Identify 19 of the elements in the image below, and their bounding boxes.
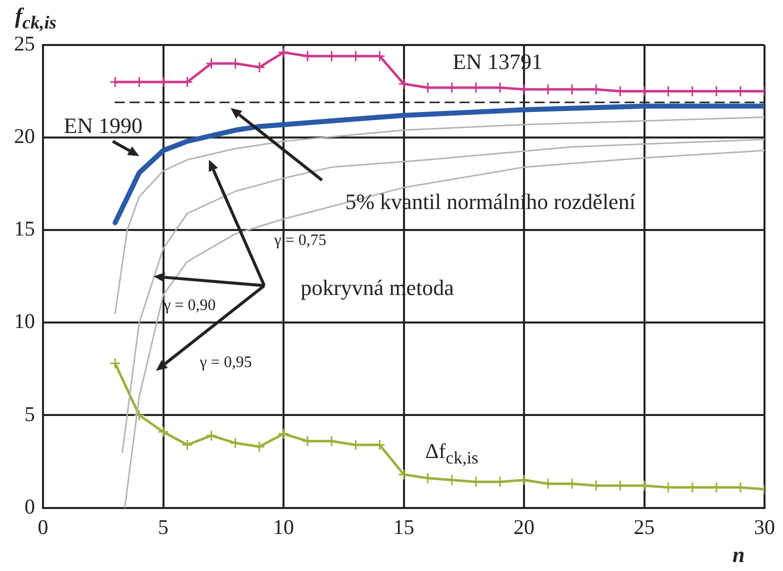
x-tick-label: 25 bbox=[634, 514, 655, 539]
y-tick-label: 5 bbox=[24, 402, 35, 426]
annotation: γ = 0,95 bbox=[200, 354, 252, 372]
series-label: EN 1990 bbox=[64, 113, 143, 138]
annotation: γ = 0,90 bbox=[164, 297, 216, 314]
annotation: γ = 0,75 bbox=[274, 232, 326, 250]
y-tick-label: 20 bbox=[14, 124, 35, 148]
y-axis-title: f$_{ck,is}$ bbox=[15, 3, 56, 34]
y-tick-label: 15 bbox=[14, 216, 35, 241]
x-tick-label: 15 bbox=[393, 514, 414, 539]
x-tick-label: 20 bbox=[514, 514, 534, 539]
series-label: Δf$_{ck,is}$ bbox=[425, 439, 478, 468]
y-tick-label: 10 bbox=[14, 309, 35, 334]
x-tick-label: 30 bbox=[754, 514, 775, 539]
x-tick-label: 10 bbox=[273, 514, 294, 539]
x-axis-title: n bbox=[732, 542, 745, 568]
y-tick-label: 25 bbox=[14, 32, 35, 56]
y-tick-label: 0 bbox=[24, 494, 35, 518]
x-tick-label: 5 bbox=[158, 514, 168, 539]
